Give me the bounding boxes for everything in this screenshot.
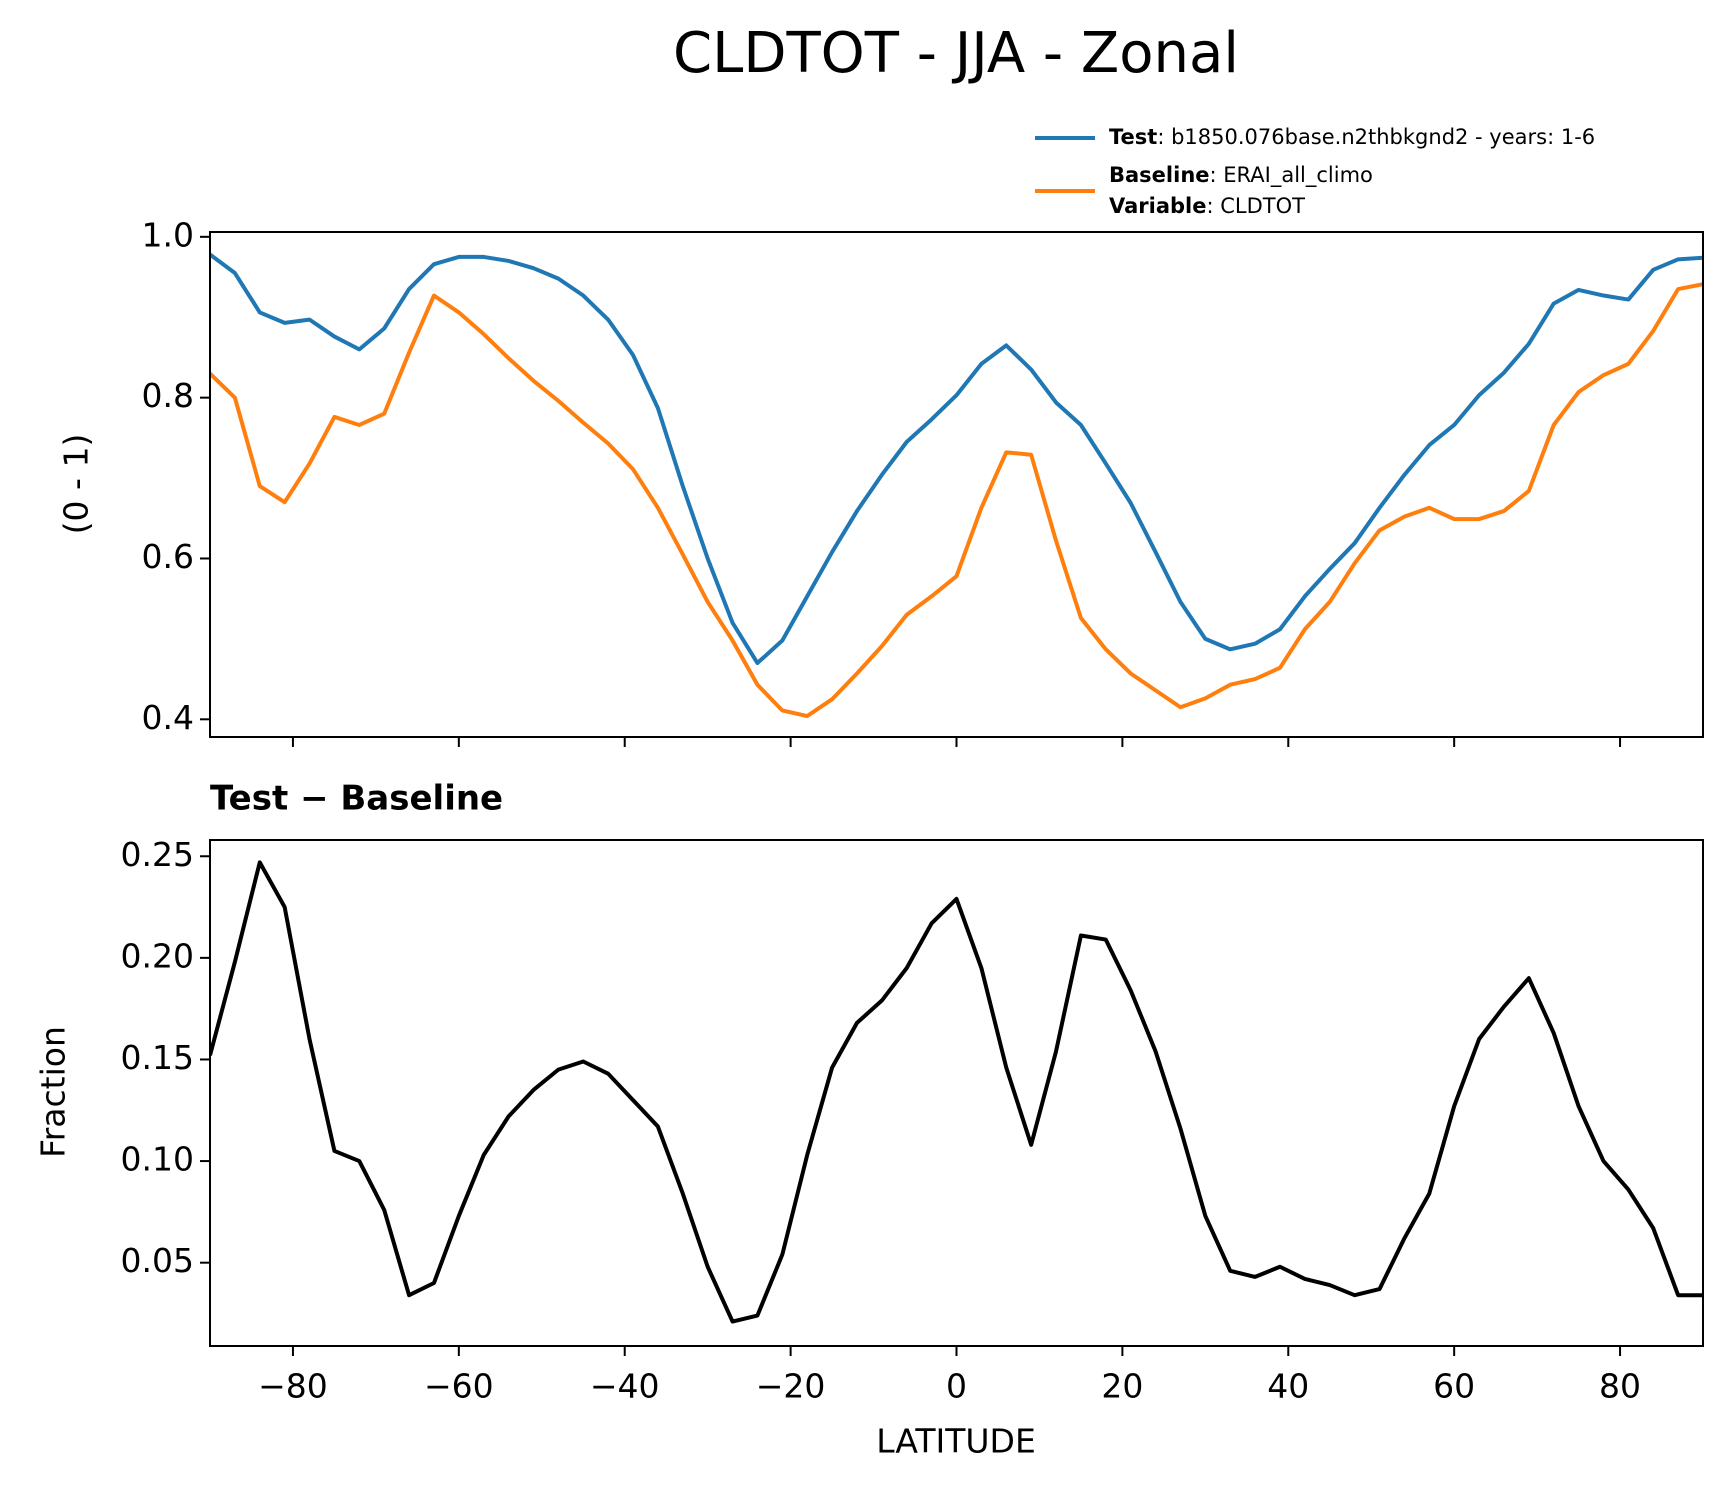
x-tick-label: 40 — [1267, 1367, 1309, 1406]
y-tick-label: 0.25 — [121, 835, 194, 874]
x-tick-label: 60 — [1433, 1367, 1475, 1406]
y-tick-label: 0.4 — [142, 698, 194, 737]
legend-text: : ERAI_all_climo — [1210, 163, 1373, 188]
data-line — [210, 282, 1703, 719]
x-tick-label: −80 — [258, 1367, 328, 1406]
legend-text: : b1850.076base.n2thbkgnd2 - years: 1-6 — [1157, 125, 1595, 149]
x-tick-label: −60 — [424, 1367, 494, 1406]
x-axis-label: LATITUDE — [876, 1422, 1036, 1461]
x-tick-label: −40 — [590, 1367, 660, 1406]
y-tick-label: 1.0 — [142, 215, 194, 254]
x-tick-label: 80 — [1599, 1367, 1641, 1406]
legend-text: : CLDTOT — [1206, 194, 1305, 218]
y-tick-label: 0.15 — [121, 1038, 194, 1077]
legend-key: Baseline — [1109, 163, 1210, 187]
legend-label: Test: b1850.076base.n2thbkgnd2 - years: … — [1109, 125, 1595, 149]
x-tick-label: 0 — [946, 1367, 967, 1406]
x-tick-label: 20 — [1101, 1367, 1143, 1406]
legend-note: Variable: CLDTOT — [1109, 194, 1305, 218]
y-tick-label: 0.10 — [121, 1140, 194, 1179]
axes-frame — [209, 839, 1704, 1347]
data-line — [210, 860, 1703, 1324]
y-tick-label: 0.8 — [142, 376, 194, 415]
axes-frame — [209, 231, 1704, 738]
data-line — [210, 252, 1703, 666]
y-tick-label: 0.05 — [121, 1241, 194, 1280]
legend-key: Test — [1109, 125, 1157, 149]
y-axis-label: (0 - 1) — [57, 434, 96, 535]
y-tick-label: 0.20 — [121, 936, 194, 975]
legend-key: Variable — [1109, 194, 1206, 218]
panel-title: Test − Baseline — [210, 779, 503, 819]
y-axis-label: Fraction — [34, 1026, 73, 1158]
figure-title: CLDTOT - JJA - Zonal — [673, 21, 1239, 86]
x-tick-label: −20 — [756, 1367, 826, 1406]
y-tick-label: 0.6 — [142, 537, 194, 576]
legend-label: Baseline: ERAI_all_climo — [1109, 163, 1373, 188]
